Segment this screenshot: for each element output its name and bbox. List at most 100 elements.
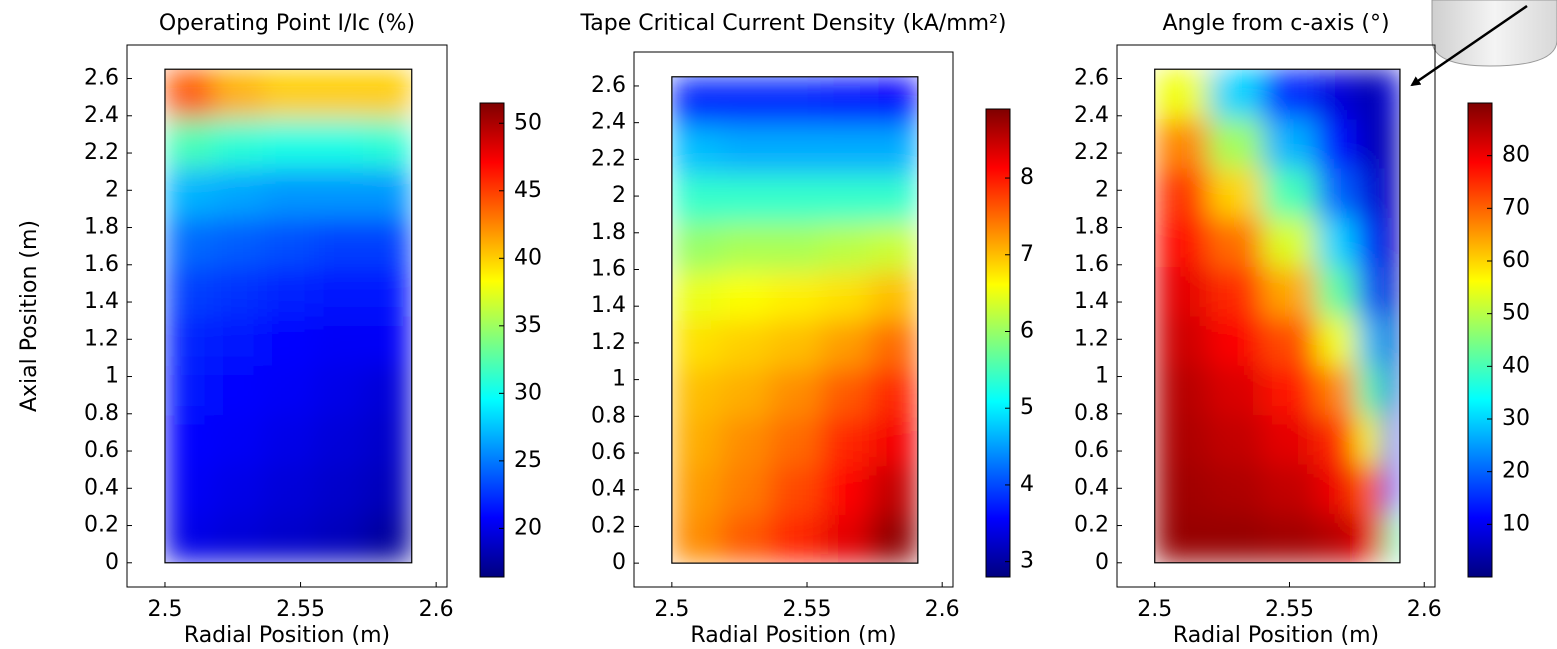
heatmap-cell — [362, 464, 412, 514]
colorbar-tick-label: 8 — [1020, 165, 1034, 190]
heatmap-cell — [1356, 513, 1385, 563]
heatmap-cell — [213, 69, 264, 120]
colorbar-tick-label: 50 — [1502, 301, 1530, 326]
heatmap-cell — [1154, 414, 1210, 465]
pointer-arrow — [1410, 4, 1528, 87]
heatmap-cell — [671, 417, 722, 467]
y-tick-label: 1.6 — [84, 252, 119, 277]
heatmap-cell — [1208, 316, 1264, 366]
heatmap-cell — [262, 266, 315, 317]
y-tick-label: 0.4 — [591, 477, 626, 502]
y-tick-label: 2.4 — [591, 110, 626, 135]
heatmap-cell — [1262, 69, 1317, 120]
heatmap-cell — [769, 174, 822, 224]
axes-frame — [633, 51, 954, 588]
heatmap-cell — [164, 69, 215, 120]
heatmap-cell — [1316, 464, 1358, 514]
field — [671, 76, 918, 564]
heatmap-cell — [164, 464, 215, 514]
y-tick-label: 1.4 — [591, 293, 626, 318]
y-tick-label: 1.4 — [1074, 289, 1109, 314]
y-tick-label: 0.6 — [84, 438, 119, 463]
heatmap-cell — [1208, 69, 1264, 120]
heatmap-cell — [671, 271, 722, 321]
chart-title: Tape Critical Current Density (kA/mm²) — [579, 11, 1006, 36]
heatmap-cell — [314, 217, 364, 268]
heatmap-cell — [769, 368, 822, 418]
heatmap-cell — [671, 514, 722, 564]
heatmap-cell — [769, 271, 822, 321]
heatmap-cell — [1262, 118, 1317, 169]
heatmap-cell — [1356, 316, 1385, 366]
heatmap-cell — [1262, 316, 1317, 366]
y-tick-label: 0 — [105, 550, 119, 575]
colorbar-tick-label: 6 — [1020, 318, 1034, 343]
heatmap-cell — [1383, 217, 1400, 268]
heatmap-cell — [314, 167, 364, 218]
y-tick-label: 0 — [1095, 550, 1109, 575]
colorbar — [985, 108, 1011, 578]
y-tick-label: 0 — [612, 550, 626, 575]
heatmap-cell — [720, 514, 770, 564]
heatmap-cell — [769, 514, 822, 564]
axes-frame — [126, 44, 448, 588]
y-tick-label: 2 — [612, 183, 626, 208]
heatmap-cell — [1208, 513, 1264, 563]
colorbar-tick-label: 3 — [1020, 549, 1034, 574]
y-tick-label: 1.8 — [1074, 215, 1109, 240]
heatmap-cell — [262, 217, 315, 268]
y-tick-label: 1.4 — [84, 289, 119, 314]
y-tick-label: 1.2 — [591, 330, 626, 355]
heatmap-cell — [720, 125, 770, 175]
heatmap-cell — [1356, 365, 1385, 416]
heatmap-cell — [1262, 365, 1317, 416]
heatmap-cell — [1154, 217, 1210, 268]
heatmap-cell — [720, 417, 770, 467]
x-tick-label: 2.55 — [1265, 597, 1314, 622]
heatmap-cell — [820, 319, 870, 370]
heatmap-cell — [671, 368, 722, 418]
heatmap-cell — [362, 414, 412, 465]
heatmap-cell — [820, 514, 870, 564]
colorbar-tick-label: 20 — [1502, 459, 1530, 484]
heatmap-cell — [1383, 316, 1400, 366]
heatmap-cell — [869, 319, 918, 370]
y-tick-label: 1.6 — [591, 256, 626, 281]
heatmap-cell — [1383, 69, 1400, 120]
colorbar-tick-label: 35 — [514, 313, 542, 338]
heatmap-cell — [213, 365, 264, 416]
heatmap-cell — [262, 69, 315, 120]
field-clip — [164, 69, 412, 563]
heatmap-cell — [1316, 365, 1358, 416]
heatmap-cell — [164, 266, 215, 317]
heatmap-cell — [1208, 217, 1264, 268]
heatmap-cell — [213, 414, 264, 465]
x-tick-label: 2.6 — [1407, 597, 1442, 622]
heatmap-cell — [1316, 167, 1358, 218]
heatmap-cell — [1356, 167, 1385, 218]
x-axis-label: Radial Position (m) — [1173, 623, 1379, 648]
heatmap-cell — [362, 167, 412, 218]
heatmap-cell — [820, 465, 870, 516]
heatmap-cell — [213, 217, 264, 268]
heatmap-cell — [769, 319, 822, 370]
heatmap-cell — [362, 316, 412, 366]
heatmap-cell — [1383, 167, 1400, 218]
y-tick-label: 1 — [612, 367, 626, 392]
heatmap-cell — [671, 76, 722, 126]
heatmap-cell — [769, 76, 822, 126]
heatmap-cell — [769, 465, 822, 516]
x-tick-label: 2.6 — [925, 597, 960, 622]
heatmap-cell — [1262, 414, 1317, 465]
colorbar-tick-label: 10 — [1502, 511, 1530, 536]
heatmap-cell — [671, 465, 722, 516]
heatmap-cell — [869, 368, 918, 418]
y-tick-label: 0.8 — [84, 401, 119, 426]
heatmap-cell — [671, 222, 722, 272]
heatmap-cell — [213, 118, 264, 169]
heatmap-cell — [1316, 69, 1358, 120]
heatmap-cell — [720, 368, 770, 418]
heatmap-cell — [1154, 118, 1210, 169]
heatmap-cell — [314, 464, 364, 514]
colorbar-tick-label: 50 — [514, 110, 542, 135]
